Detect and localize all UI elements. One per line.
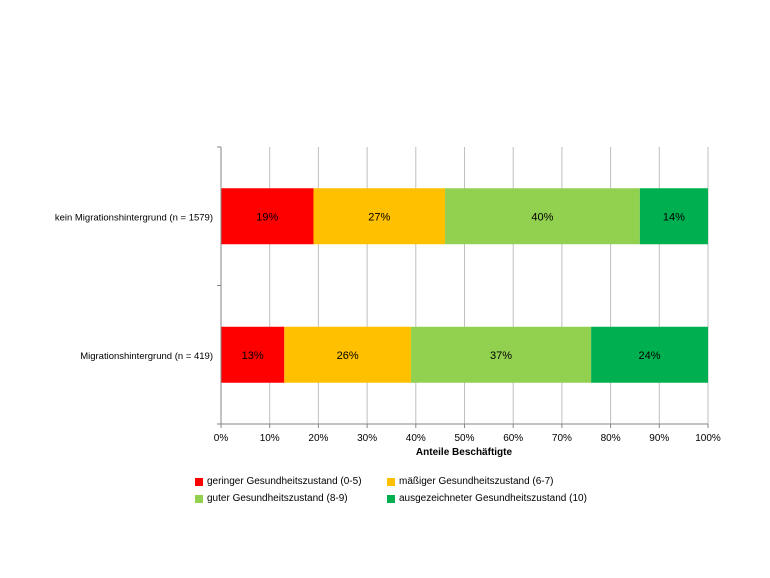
category-label: Migrationshintergrund (n = 419) xyxy=(80,351,213,362)
x-tick-label: 50% xyxy=(454,433,474,444)
data-label: 24% xyxy=(639,350,661,362)
data-label: 13% xyxy=(242,350,264,362)
data-label: 37% xyxy=(490,350,512,362)
bar-segment xyxy=(221,326,285,383)
legend-label: guter Gesundheitszustand (8-9) xyxy=(207,493,348,504)
bars xyxy=(221,188,708,383)
bar-segment xyxy=(639,188,708,245)
bar-segment xyxy=(221,188,314,245)
category-label: kein Migrationshintergrund (n = 1579) xyxy=(55,212,213,223)
data-label: 27% xyxy=(368,211,390,223)
bar-segment xyxy=(591,326,708,383)
bar-segment xyxy=(410,326,592,383)
legend: geringer Gesundheitszustand (0-5) mäßiger… xyxy=(195,476,595,504)
legend-swatch xyxy=(387,494,395,503)
data-label: 40% xyxy=(531,211,553,223)
x-tick-label: 70% xyxy=(552,433,572,444)
x-axis-title: Anteile Beschäftigte xyxy=(416,447,513,458)
legend-item: guter Gesundheitszustand (8-9) xyxy=(195,493,387,504)
legend-item: geringer Gesundheitszustand (0-5) xyxy=(195,476,387,487)
bar-segment xyxy=(313,188,446,245)
x-tick-label: 90% xyxy=(649,433,669,444)
legend-item: ausgezeichneter Gesundheitszustand (10) xyxy=(387,493,587,504)
x-tick-label: 60% xyxy=(503,433,523,444)
x-tick-label: 20% xyxy=(308,433,328,444)
x-tick-label: 30% xyxy=(357,433,377,444)
data-label: 14% xyxy=(663,211,685,223)
bar-segment xyxy=(445,188,640,245)
legend-swatch xyxy=(195,494,203,503)
data-label: 26% xyxy=(337,350,359,362)
legend-label: ausgezeichneter Gesundheitszustand (10) xyxy=(399,493,587,504)
x-tick-label: 10% xyxy=(260,433,280,444)
x-tick-label: 0% xyxy=(214,433,229,444)
x-tick-label: 100% xyxy=(695,433,721,444)
bar-segment xyxy=(284,326,411,383)
data-labels: 19% 27% 40% 14% 13% 26% 37% 24% xyxy=(242,211,685,362)
x-tick-label: 40% xyxy=(406,433,426,444)
legend-label: geringer Gesundheitszustand (0-5) xyxy=(207,476,362,487)
legend-swatch xyxy=(195,477,203,486)
axes: 0% 10% 20% 30% 40% 50% 60% 70% 80% 90% 100% kein Mi… xyxy=(55,146,721,444)
legend-item: mäßiger Gesundheitszustand (6-7) xyxy=(387,476,587,487)
legend-label: mäßiger Gesundheitszustand (6-7) xyxy=(399,476,554,487)
data-label: 19% xyxy=(256,211,278,223)
legend-swatch xyxy=(387,477,395,486)
x-tick-label: 80% xyxy=(601,433,621,444)
